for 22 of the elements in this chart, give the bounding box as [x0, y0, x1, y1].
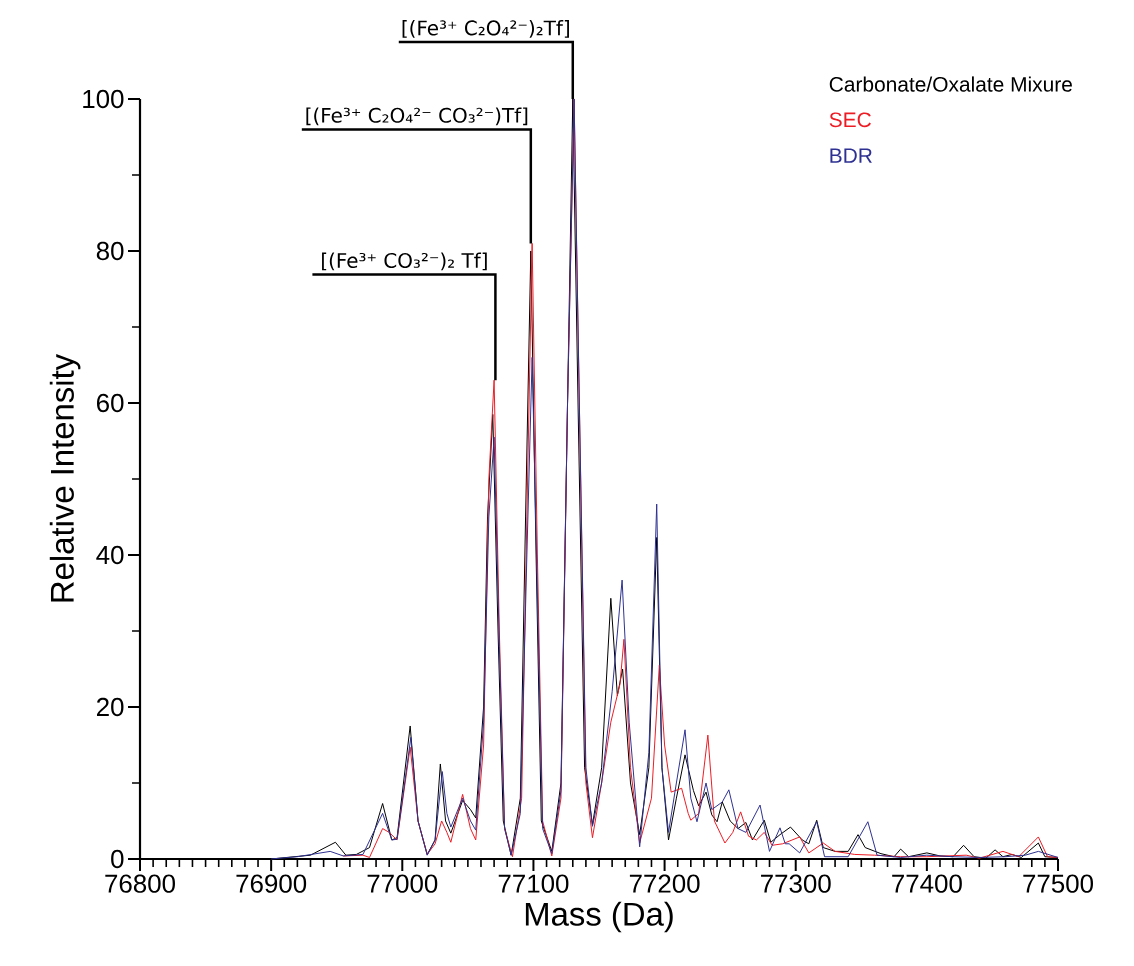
x-tick-label: 76800 — [105, 874, 175, 893]
text: SEC — [829, 112, 871, 128]
annotation: [(Fe³⁺ C₂O₄²⁻)₂Tf] — [402, 20, 569, 38]
y-tick-label: 100 — [83, 89, 124, 109]
x-tick-label: 77500 — [1023, 874, 1093, 893]
text: BDR — [830, 148, 872, 163]
annotation: [(Fe³⁺ CO₃²⁻)₂ Tf] — [322, 252, 487, 271]
x-tick-label: 76900 — [236, 874, 307, 893]
text: Carbonate/Oxalate Mixure — [829, 76, 1072, 92]
x-tick-label: 77100 — [498, 874, 569, 893]
annotation: [(Fe³⁺ C₂O₄²⁻ CO₃²⁻)Tf] — [306, 107, 528, 126]
y-tick-label: 60 — [97, 393, 124, 413]
x-tick-label: 77400 — [892, 874, 962, 893]
x-tick-label: 77300 — [761, 874, 831, 893]
x-tick-label: 77200 — [629, 874, 700, 893]
x-axis-title: Mass (Da) — [525, 901, 673, 933]
y-tick-label: 20 — [96, 697, 124, 717]
x-tick-label: 77000 — [367, 874, 438, 893]
y-tick-label: 80 — [96, 241, 124, 261]
y-tick-label: 0 — [111, 849, 124, 869]
y-tick-label: 40 — [96, 545, 124, 565]
y-axis-title: Relative Intensity — [49, 353, 81, 602]
